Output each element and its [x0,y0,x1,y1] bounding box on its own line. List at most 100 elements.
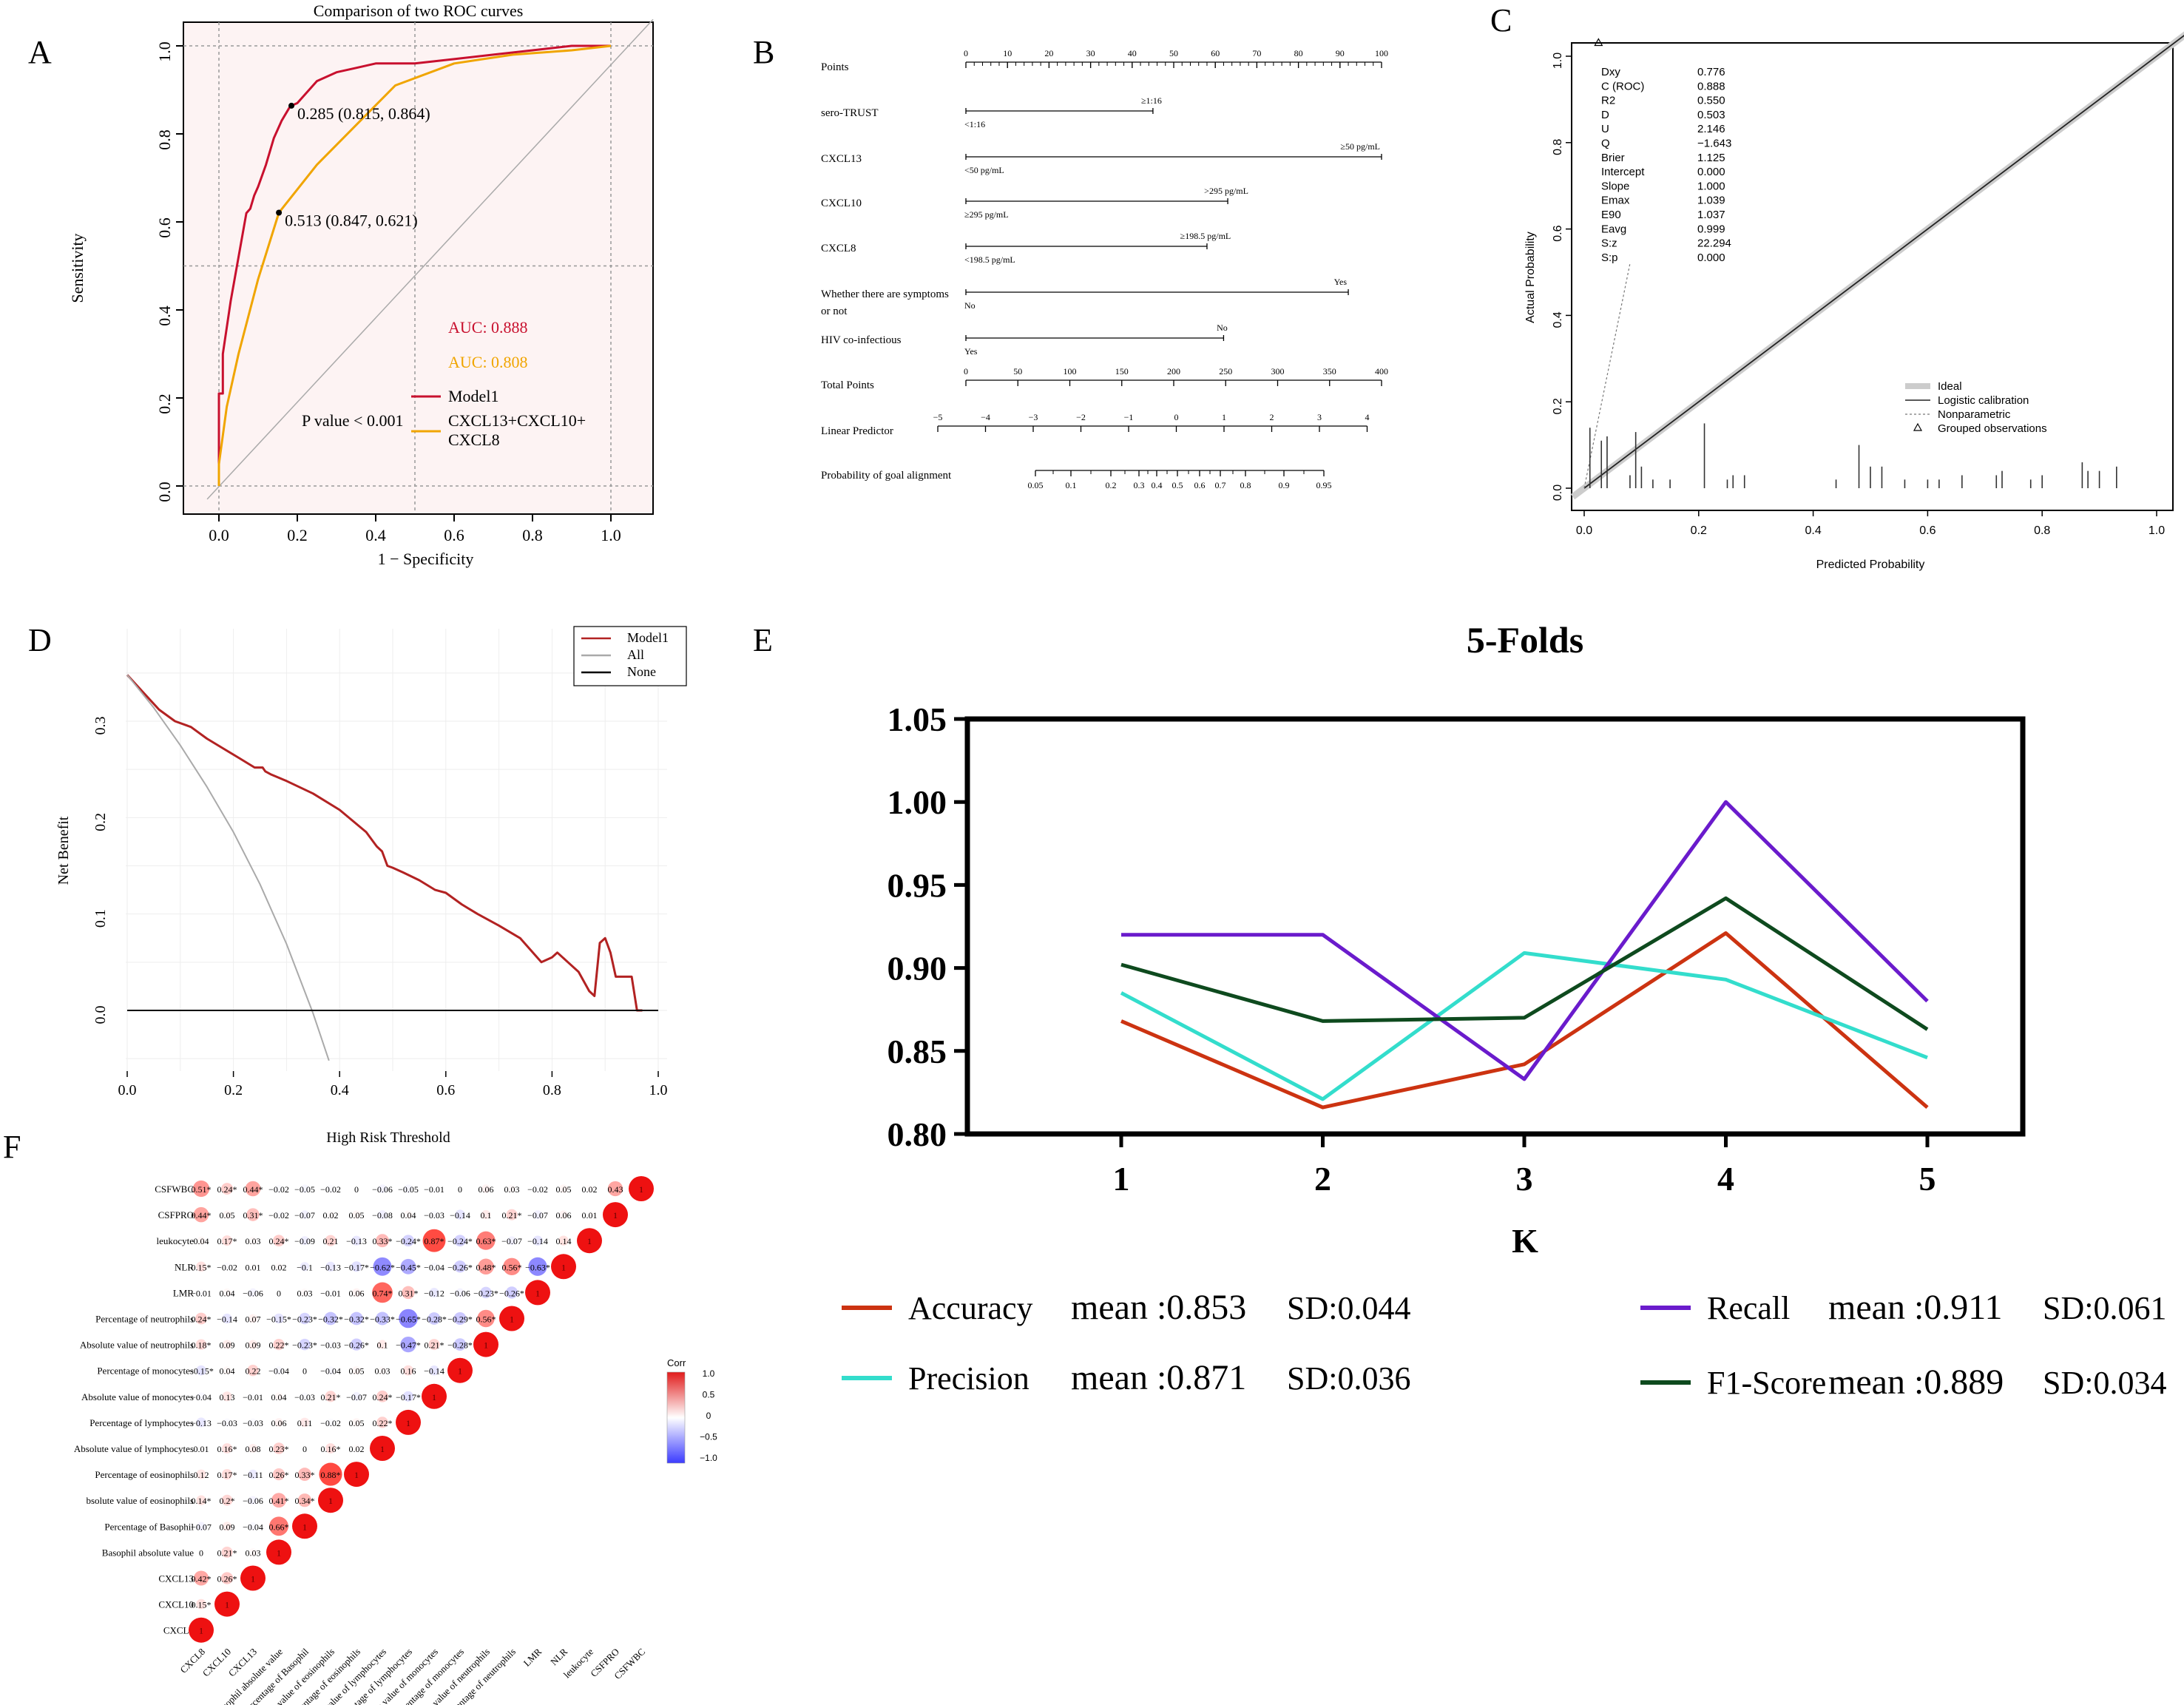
correlation-cell [325,1443,336,1454]
correlation-value: 0.88* [321,1470,341,1480]
correlation-cell [249,1263,257,1271]
correlation-cell [528,1257,547,1276]
correlation-value: −0.1 [297,1262,313,1272]
diagonal-cell [447,1357,473,1383]
correlation-cell [222,1443,232,1454]
correlation-value: 0.2* [220,1496,235,1506]
nomogram-tick-label: 350 [1323,366,1336,377]
series-line-f1-score [1120,896,1929,1031]
correlation-value: −0.28* [422,1314,447,1325]
diagonal-cell [577,1228,602,1254]
correlation-value: 0.24* [217,1184,237,1195]
correlation-cell [377,1340,388,1349]
correlation-cell [249,1236,257,1245]
correlation-value: −0.03 [243,1418,263,1428]
y-tick-label: 1.0 [1552,53,1564,69]
correlation-value: 0.33* [295,1470,315,1480]
correlation-cell [507,1236,516,1246]
auc-model2: AUC: 0.808 [448,353,528,371]
nomogram-tick-label: 30 [1086,48,1095,58]
correlation-cell [196,1598,206,1610]
correlation-value: 0.05 [556,1184,572,1195]
legend-label-accuracy: Accuracy [908,1290,1033,1326]
nomogram-row-label: Points [821,61,849,73]
diagonal-value: 1 [302,1522,307,1532]
correlation-value: 0.03 [297,1288,313,1298]
colorbar-title: Corr [667,1357,686,1368]
correlation-cell [429,1287,439,1297]
correlation-cell [223,1366,231,1375]
correlation-value: 0.16* [217,1444,237,1454]
correlation-cell [197,1236,206,1245]
diagonal-value: 1 [587,1236,592,1246]
correlation-value: 0.09 [246,1340,261,1351]
nomogram-row-label: Whether there are symptoms [821,288,949,300]
correlation-cell [402,1235,414,1247]
x-tick-label: 0.2 [287,526,308,544]
correlation-value: −0.13 [191,1418,212,1428]
decision-curve-all [126,674,330,1061]
chart-title: Comparison of two ROC curves [314,1,524,20]
correlation-cell [402,1286,415,1300]
legend-mean-recall: mean :0.911 [1828,1288,2003,1327]
panel-label-F: F [3,1129,21,1165]
correlation-value: 0 [302,1366,307,1377]
correlation-cell [404,1184,413,1193]
y-tick-label: 1.05 [888,700,947,738]
correlation-cell [326,1289,335,1297]
diagonal-value: 1 [510,1314,514,1325]
x-axis-label: K [1512,1222,1538,1260]
row-label: CSFPRO [158,1209,194,1220]
colorbar-tick-label: −1.0 [700,1453,717,1463]
x-tick-label: 2 [1314,1160,1331,1198]
correlation-value: 0.04 [220,1288,235,1298]
x-tick-label: 0.6 [444,526,464,544]
y-axis-label: Net Benefit [55,816,72,885]
correlation-value: −0.17* [396,1392,421,1402]
diagonal-cell [396,1409,421,1435]
correlation-cell [195,1339,207,1350]
colorbar-tick-label: 0 [706,1411,711,1421]
column-label: NLR [548,1646,569,1667]
stat-name: Slope [1601,180,1629,192]
correlation-value: −0.06 [450,1288,470,1298]
correlation-cell [478,1258,494,1275]
correlation-value: −0.28* [447,1340,473,1351]
x-axis-label: 1 − Specificity [378,550,474,568]
correlation-value: 0.12 [194,1470,209,1480]
correlation-value: 0.04 [401,1210,416,1220]
correlation-value: −0.23* [292,1314,317,1325]
correlation-value: 0.48* [476,1262,496,1272]
nomogram-tick-label: 10 [1003,48,1012,58]
row-label: Percentage of neutrophils [95,1314,194,1325]
stat-name: D [1601,109,1609,121]
correlation-cell [376,1390,388,1402]
x-tick-label: 0.6 [436,1082,455,1098]
y-tick-label: 1.00 [888,783,947,821]
diagonal-cell [473,1331,498,1357]
y-tick-label: 0.2 [155,394,174,414]
correlation-value: 0.01 [582,1210,598,1220]
diagonal-value: 1 [535,1288,540,1298]
correlation-cell [275,1289,283,1297]
correlation-value: 0 [199,1547,203,1558]
correlation-value: −0.03 [294,1392,315,1402]
diagonal-cell [240,1565,266,1591]
nomogram-tick-label: 0.5 [1172,480,1183,490]
y-tick-label: 0.2 [1552,398,1564,414]
row-label: bsolute value of eosinophils [86,1495,194,1506]
correlation-cell [300,1417,310,1428]
correlation-cell [222,1391,232,1402]
panel-a-roc: Comparison of two ROC curves 0.0 0.2 0.4 0.6… [68,1,654,568]
correlation-cell [221,1183,233,1195]
nomogram-tick-label: 400 [1375,366,1388,377]
nomogram-tick-label: 0.9 [1279,480,1290,490]
correlation-cell [430,1262,439,1271]
stat-value: 0.000 [1697,166,1725,178]
nomogram-tick-label: 0 [1174,412,1179,422]
correlation-value: 0.18* [192,1340,212,1351]
correlation-cell [272,1468,285,1481]
correlation-cell [249,1522,257,1530]
colorbar-tick-label: 1.0 [703,1368,715,1379]
